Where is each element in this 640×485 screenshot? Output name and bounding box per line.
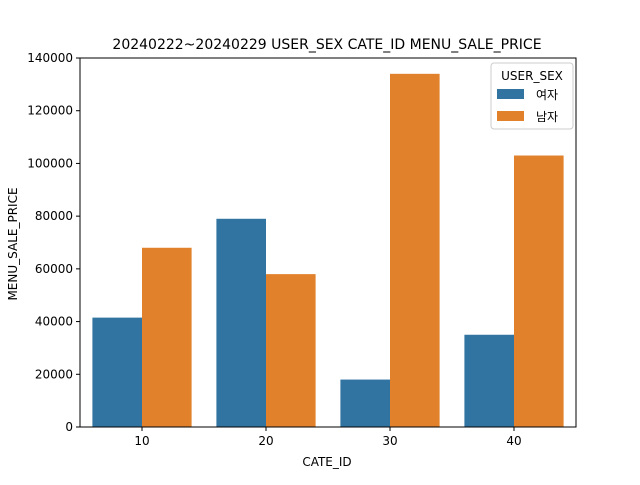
x-tick-label: 10	[134, 434, 149, 448]
bar-series1-cat-40	[464, 334, 514, 427]
y-tick-label: 120000	[27, 104, 73, 118]
x-tick-label: 30	[382, 434, 397, 448]
bar-series1-cat-20	[216, 218, 266, 427]
x-axis-label: CATE_ID	[302, 455, 351, 469]
legend-swatch	[497, 111, 524, 121]
y-tick-label: 40000	[35, 315, 73, 329]
y-tick-label: 80000	[35, 209, 73, 223]
legend-title: USER_SEX	[501, 69, 563, 83]
legend-label: 남자	[536, 110, 558, 124]
x-tick-label: 20	[258, 434, 273, 448]
bar-series2-cat-30	[390, 73, 440, 428]
y-tick-label: 100000	[27, 156, 73, 170]
bar-series2-cat-20	[266, 274, 316, 427]
y-tick-label: 140000	[27, 51, 73, 65]
y-axis-label: MENU_SALE_PRICE	[6, 187, 20, 300]
y-tick-label: 60000	[35, 262, 73, 276]
legend-swatch	[497, 89, 524, 99]
bar-series2-cat-40	[514, 155, 564, 427]
y-tick-label: 0	[65, 420, 73, 434]
x-tick-label: 40	[506, 434, 521, 448]
axes-group: 0 20000 40000 60000 80000 100000 120000 140000 1…	[27, 51, 577, 448]
chart-title: 20240222~20240229 USER_SEX CATE_ID MENU_…	[112, 37, 541, 53]
bars-group	[92, 73, 564, 428]
bar-series1-cat-30	[340, 379, 390, 427]
bar-series2-cat-10	[142, 247, 192, 427]
legend-label: 여자	[536, 88, 558, 102]
y-tick-label: 20000	[35, 367, 73, 381]
bar-series1-cat-10	[92, 317, 142, 427]
